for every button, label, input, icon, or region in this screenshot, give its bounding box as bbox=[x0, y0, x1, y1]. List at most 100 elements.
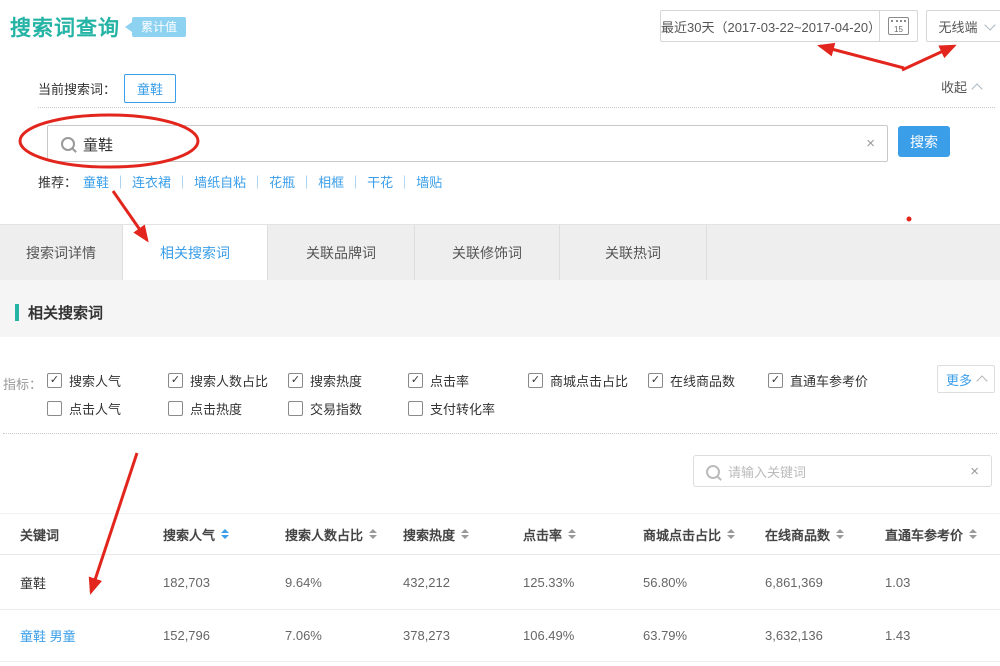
recommend-label: 推荐： bbox=[38, 175, 78, 190]
tab-related-search-terms[interactable]: 相关搜索词 bbox=[123, 225, 268, 280]
value-cell: 106.49% bbox=[523, 628, 575, 643]
metric-checkbox-item[interactable]: 点击率 bbox=[408, 371, 469, 390]
checkbox-checked-icon bbox=[168, 373, 183, 388]
separator: ｜ bbox=[176, 175, 190, 190]
value-cell: 7.06% bbox=[285, 628, 322, 643]
current-search-label: 当前搜索词： bbox=[38, 82, 117, 97]
annotation-arrow-to-device bbox=[901, 44, 957, 72]
checkbox-checked-icon bbox=[648, 373, 663, 388]
metric-checkbox-item[interactable]: 直通车参考价 bbox=[768, 371, 868, 390]
table-row: 童鞋 男童 152,796 7.06% 378,273 106.49% 63.7… bbox=[0, 610, 1000, 662]
checkbox-checked-icon bbox=[408, 373, 423, 388]
tab-related-modifier-terms[interactable]: 关联修饰词 bbox=[415, 225, 560, 280]
column-header-sortable[interactable]: 点击率 bbox=[523, 525, 643, 544]
sort-icon[interactable] bbox=[727, 529, 736, 539]
annotation-dot bbox=[906, 216, 912, 222]
chevron-down-icon bbox=[983, 18, 996, 31]
sort-icon[interactable] bbox=[568, 529, 577, 539]
chevron-up-icon bbox=[971, 82, 983, 95]
keyword-link-cell[interactable]: 童鞋 男童 bbox=[20, 629, 76, 644]
section-strip: 相关搜索词 bbox=[0, 280, 1000, 337]
device-label: 无线端 bbox=[938, 19, 978, 35]
collapse-toggle[interactable]: 收起 bbox=[941, 77, 983, 96]
metric-checkbox-item[interactable]: 在线商品数 bbox=[648, 371, 735, 390]
search-box: × bbox=[47, 125, 888, 162]
more-metrics-button[interactable]: 更多 bbox=[937, 365, 995, 393]
page-header: 搜索词查询 累计值 bbox=[10, 12, 187, 42]
metrics-panel: 指标： 搜索人气 搜索人数占比 搜索热度 点击率 商城点击占比 在线商品数 直通… bbox=[0, 365, 1000, 427]
value-cell: 125.33% bbox=[523, 574, 575, 590]
metric-checkbox-item[interactable]: 商城点击占比 bbox=[528, 371, 628, 390]
value-cell: 152,796 bbox=[163, 628, 210, 643]
metric-checkbox-item[interactable]: 交易指数 bbox=[288, 399, 362, 418]
value-cell: 6,861,369 bbox=[765, 574, 823, 590]
keyword-cell: 童鞋 bbox=[20, 575, 47, 591]
column-header-sortable[interactable]: 搜索人气 bbox=[163, 525, 285, 544]
recommend-link[interactable]: 干花 bbox=[367, 175, 394, 190]
metric-checkbox-item[interactable]: 搜索热度 bbox=[288, 371, 362, 390]
sort-icon[interactable] bbox=[369, 529, 378, 539]
checkbox-checked-icon bbox=[768, 373, 783, 388]
metric-checkbox-item[interactable]: 点击热度 bbox=[168, 399, 242, 418]
column-header-keyword: 关键词 bbox=[20, 527, 60, 543]
checkbox-checked-icon bbox=[47, 373, 62, 388]
sort-icon[interactable] bbox=[836, 529, 845, 539]
value-cell: 63.79% bbox=[643, 628, 688, 643]
sort-icon[interactable] bbox=[461, 529, 470, 539]
search-icon bbox=[706, 465, 720, 479]
section-title: 相关搜索词 bbox=[6, 302, 103, 323]
section-accent-bar bbox=[15, 304, 19, 321]
value-cell: 432,212 bbox=[403, 574, 450, 590]
recommend-link[interactable]: 童鞋 bbox=[83, 175, 110, 190]
keyword-filter-box: × bbox=[693, 455, 992, 487]
metric-checkbox-item[interactable]: 搜索人数占比 bbox=[168, 371, 268, 390]
recommend-link[interactable]: 相框 bbox=[318, 175, 345, 190]
column-header-sortable[interactable]: 直通车参考价 bbox=[885, 525, 1000, 544]
calendar-icon: 15 bbox=[888, 17, 909, 35]
tab-related-hot-terms[interactable]: 关联热词 bbox=[560, 225, 707, 280]
value-cell: 1.43 bbox=[885, 628, 911, 643]
column-header-sortable[interactable]: 搜索热度 bbox=[403, 525, 523, 544]
metric-checkbox-item[interactable]: 点击人气 bbox=[47, 399, 121, 418]
checkbox-checked-icon bbox=[528, 373, 543, 388]
calendar-picker-button[interactable]: 15 bbox=[879, 10, 918, 42]
checkbox-unchecked-icon bbox=[288, 401, 303, 416]
value-cell: 9.64% bbox=[285, 574, 322, 590]
date-range-label: 最近30天（2017-03-22~2017-04-20） bbox=[661, 19, 882, 35]
recommend-link[interactable]: 墙纸自粘 bbox=[194, 175, 247, 190]
search-button[interactable]: 搜索 bbox=[898, 126, 950, 157]
clear-filter-icon[interactable]: × bbox=[970, 463, 979, 480]
sort-icon[interactable] bbox=[221, 529, 230, 539]
recommend-link[interactable]: 花瓶 bbox=[269, 175, 296, 190]
column-header-sortable[interactable]: 搜索人数占比 bbox=[285, 525, 403, 544]
metric-checkbox-item[interactable]: 搜索人气 bbox=[47, 371, 121, 390]
checkbox-checked-icon bbox=[288, 373, 303, 388]
recommend-link[interactable]: 墙贴 bbox=[416, 175, 443, 190]
tab-search-term-detail[interactable]: 搜索词详情 bbox=[0, 225, 123, 280]
column-header-sortable[interactable]: 商城点击占比 bbox=[643, 525, 765, 544]
current-search-chip[interactable]: 童鞋 bbox=[124, 74, 177, 103]
clear-search-icon[interactable]: × bbox=[866, 135, 875, 152]
date-range-button[interactable]: 最近30天（2017-03-22~2017-04-20） bbox=[660, 10, 882, 42]
device-dropdown[interactable]: 无线端 bbox=[926, 10, 1000, 42]
value-cell: 56.80% bbox=[643, 574, 688, 590]
table-row: 童鞋 182,703 9.64% 432,212 125.33% 56.80% … bbox=[0, 555, 1000, 610]
search-input[interactable] bbox=[81, 127, 845, 162]
separator: ｜ bbox=[300, 175, 314, 190]
column-header-sortable[interactable]: 在线商品数 bbox=[765, 525, 885, 544]
tab-related-brand-terms[interactable]: 关联品牌词 bbox=[268, 225, 415, 280]
page-title: 搜索词查询 bbox=[10, 17, 120, 40]
recommend-link[interactable]: 连衣裙 bbox=[132, 175, 172, 190]
separator: ｜ bbox=[114, 175, 128, 190]
sort-icon[interactable] bbox=[969, 529, 978, 539]
separator: ｜ bbox=[251, 175, 265, 190]
metric-checkbox-item[interactable]: 支付转化率 bbox=[408, 399, 495, 418]
metrics-label: 指标： bbox=[3, 377, 43, 392]
current-search-term-row: 当前搜索词： 童鞋 bbox=[38, 74, 177, 103]
separator: ｜ bbox=[398, 175, 412, 190]
divider bbox=[38, 107, 995, 108]
table-header: 关键词 搜索人气 搜索人数占比 搜索热度 点击率 商城点击占比 在线商品数 直通… bbox=[0, 513, 1000, 555]
search-icon bbox=[61, 137, 75, 151]
keyword-filter-input[interactable] bbox=[726, 457, 955, 487]
